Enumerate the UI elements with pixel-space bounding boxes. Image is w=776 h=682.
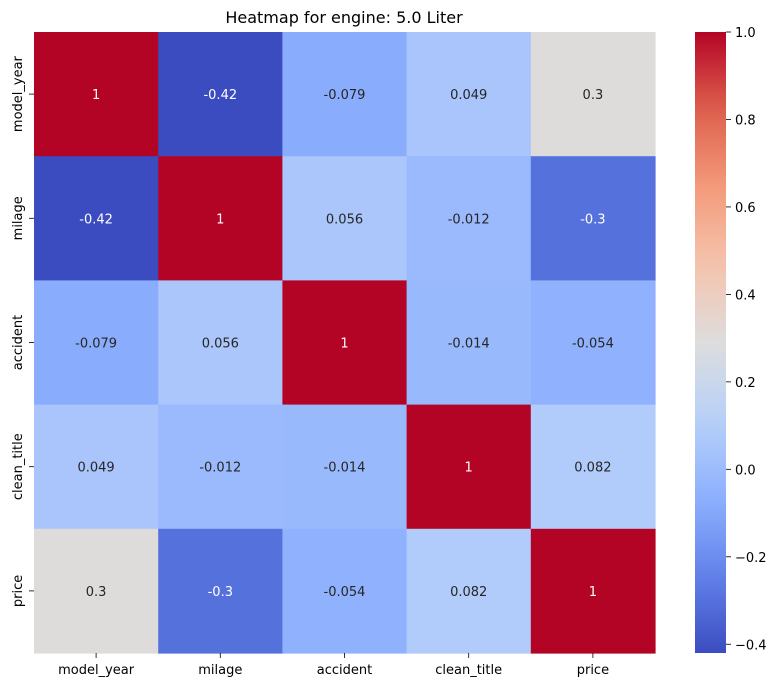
colorbar-tick-label: −0.2 xyxy=(735,551,767,566)
cell-annotation: -0.012 xyxy=(199,461,241,476)
heatmap-cell xyxy=(406,404,532,530)
colorbar-gradient xyxy=(695,32,726,653)
heatmap-cell xyxy=(158,280,283,406)
cell-annotation: 1 xyxy=(92,88,100,103)
cell-annotation: -0.42 xyxy=(203,88,237,103)
heatmap-cell xyxy=(406,280,532,406)
y-tick-label: milage xyxy=(11,196,26,240)
heatmap-cell xyxy=(282,32,408,157)
heatmap-cell xyxy=(406,32,532,157)
heatmap-cell xyxy=(34,156,159,281)
cell-annotation: 1 xyxy=(340,337,348,352)
heatmap-cell xyxy=(530,156,656,281)
y-tick-label: clean_title xyxy=(11,433,26,500)
colorbar-tick-label: 0.2 xyxy=(735,376,756,391)
cell-annotation: 0.082 xyxy=(450,585,487,600)
x-tick-label: price xyxy=(577,663,609,678)
cell-annotation: -0.3 xyxy=(580,212,605,227)
heatmap-cell xyxy=(282,528,408,654)
x-tick-label: accident xyxy=(317,663,372,678)
cell-annotation: -0.014 xyxy=(324,461,366,476)
heatmap-cell xyxy=(34,528,159,654)
y-tick-label: price xyxy=(11,575,26,607)
cell-annotation: 0.3 xyxy=(86,585,107,600)
heatmap-cell xyxy=(34,280,159,406)
heatmap-cell xyxy=(530,32,656,157)
colorbar-tick-label: −0.4 xyxy=(735,638,767,653)
cell-annotation: -0.3 xyxy=(208,585,233,600)
y-tick-label: model_year xyxy=(11,55,26,132)
cell-annotation: -0.054 xyxy=(572,337,614,352)
heatmap-cells: 1 -0.42 -0.079 0.049 0.3 -0.42 1 0.056 -0.012 -0.… xyxy=(34,32,656,654)
colorbar-tick-label: 0.4 xyxy=(735,288,756,303)
colorbar-tick-label: 0.6 xyxy=(735,201,756,216)
cell-annotation: 0.3 xyxy=(583,88,604,103)
heatmap-cell xyxy=(406,528,532,654)
heatmap-cell xyxy=(406,156,532,281)
cell-annotation: -0.42 xyxy=(79,212,113,227)
cell-annotation: 0.082 xyxy=(574,461,611,476)
colorbar-tick-label: 0.0 xyxy=(735,463,756,478)
heatmap-cell xyxy=(158,32,283,157)
y-tick-label: accident xyxy=(11,315,26,370)
heatmap-cell xyxy=(530,404,656,530)
colorbar-tick-label: 0.8 xyxy=(735,113,756,128)
cell-annotation: 0.049 xyxy=(77,461,114,476)
heatmap-cell xyxy=(158,528,283,654)
colorbar: −0.4 −0.2 0.0 0.2 0.4 0.6 0.8 1.0 xyxy=(695,26,767,653)
heatmap-cell xyxy=(530,528,656,654)
heatmap-cell xyxy=(282,404,408,530)
heatmap-cell xyxy=(158,156,283,281)
x-tick-label: clean_title xyxy=(435,663,502,678)
cell-annotation: 0.056 xyxy=(326,212,363,227)
cell-annotation: -0.014 xyxy=(448,337,490,352)
x-tick-label: model_year xyxy=(58,663,135,678)
x-tick-label: milage xyxy=(198,663,242,678)
heatmap-cell xyxy=(530,280,656,406)
heatmap-cell xyxy=(34,404,159,530)
cell-annotation: 1 xyxy=(589,585,597,600)
cell-annotation: -0.079 xyxy=(75,337,117,352)
cell-annotation: -0.012 xyxy=(448,212,490,227)
chart-title: Heatmap for engine: 5.0 Liter xyxy=(225,8,463,27)
heatmap-cell xyxy=(34,32,159,157)
cell-annotation: 0.056 xyxy=(202,337,239,352)
x-axis: model_year milage accident clean_title price xyxy=(58,653,609,678)
heatmap-cell xyxy=(158,404,283,530)
cell-annotation: 0.049 xyxy=(450,88,487,103)
heatmap-cell xyxy=(282,156,408,281)
cell-annotation: -0.054 xyxy=(324,585,366,600)
cell-annotation: 1 xyxy=(216,212,224,227)
cell-annotation: 1 xyxy=(465,461,473,476)
colorbar-tick-label: 1.0 xyxy=(735,26,756,41)
cell-annotation: -0.079 xyxy=(324,88,366,103)
heatmap-cell xyxy=(282,280,408,406)
